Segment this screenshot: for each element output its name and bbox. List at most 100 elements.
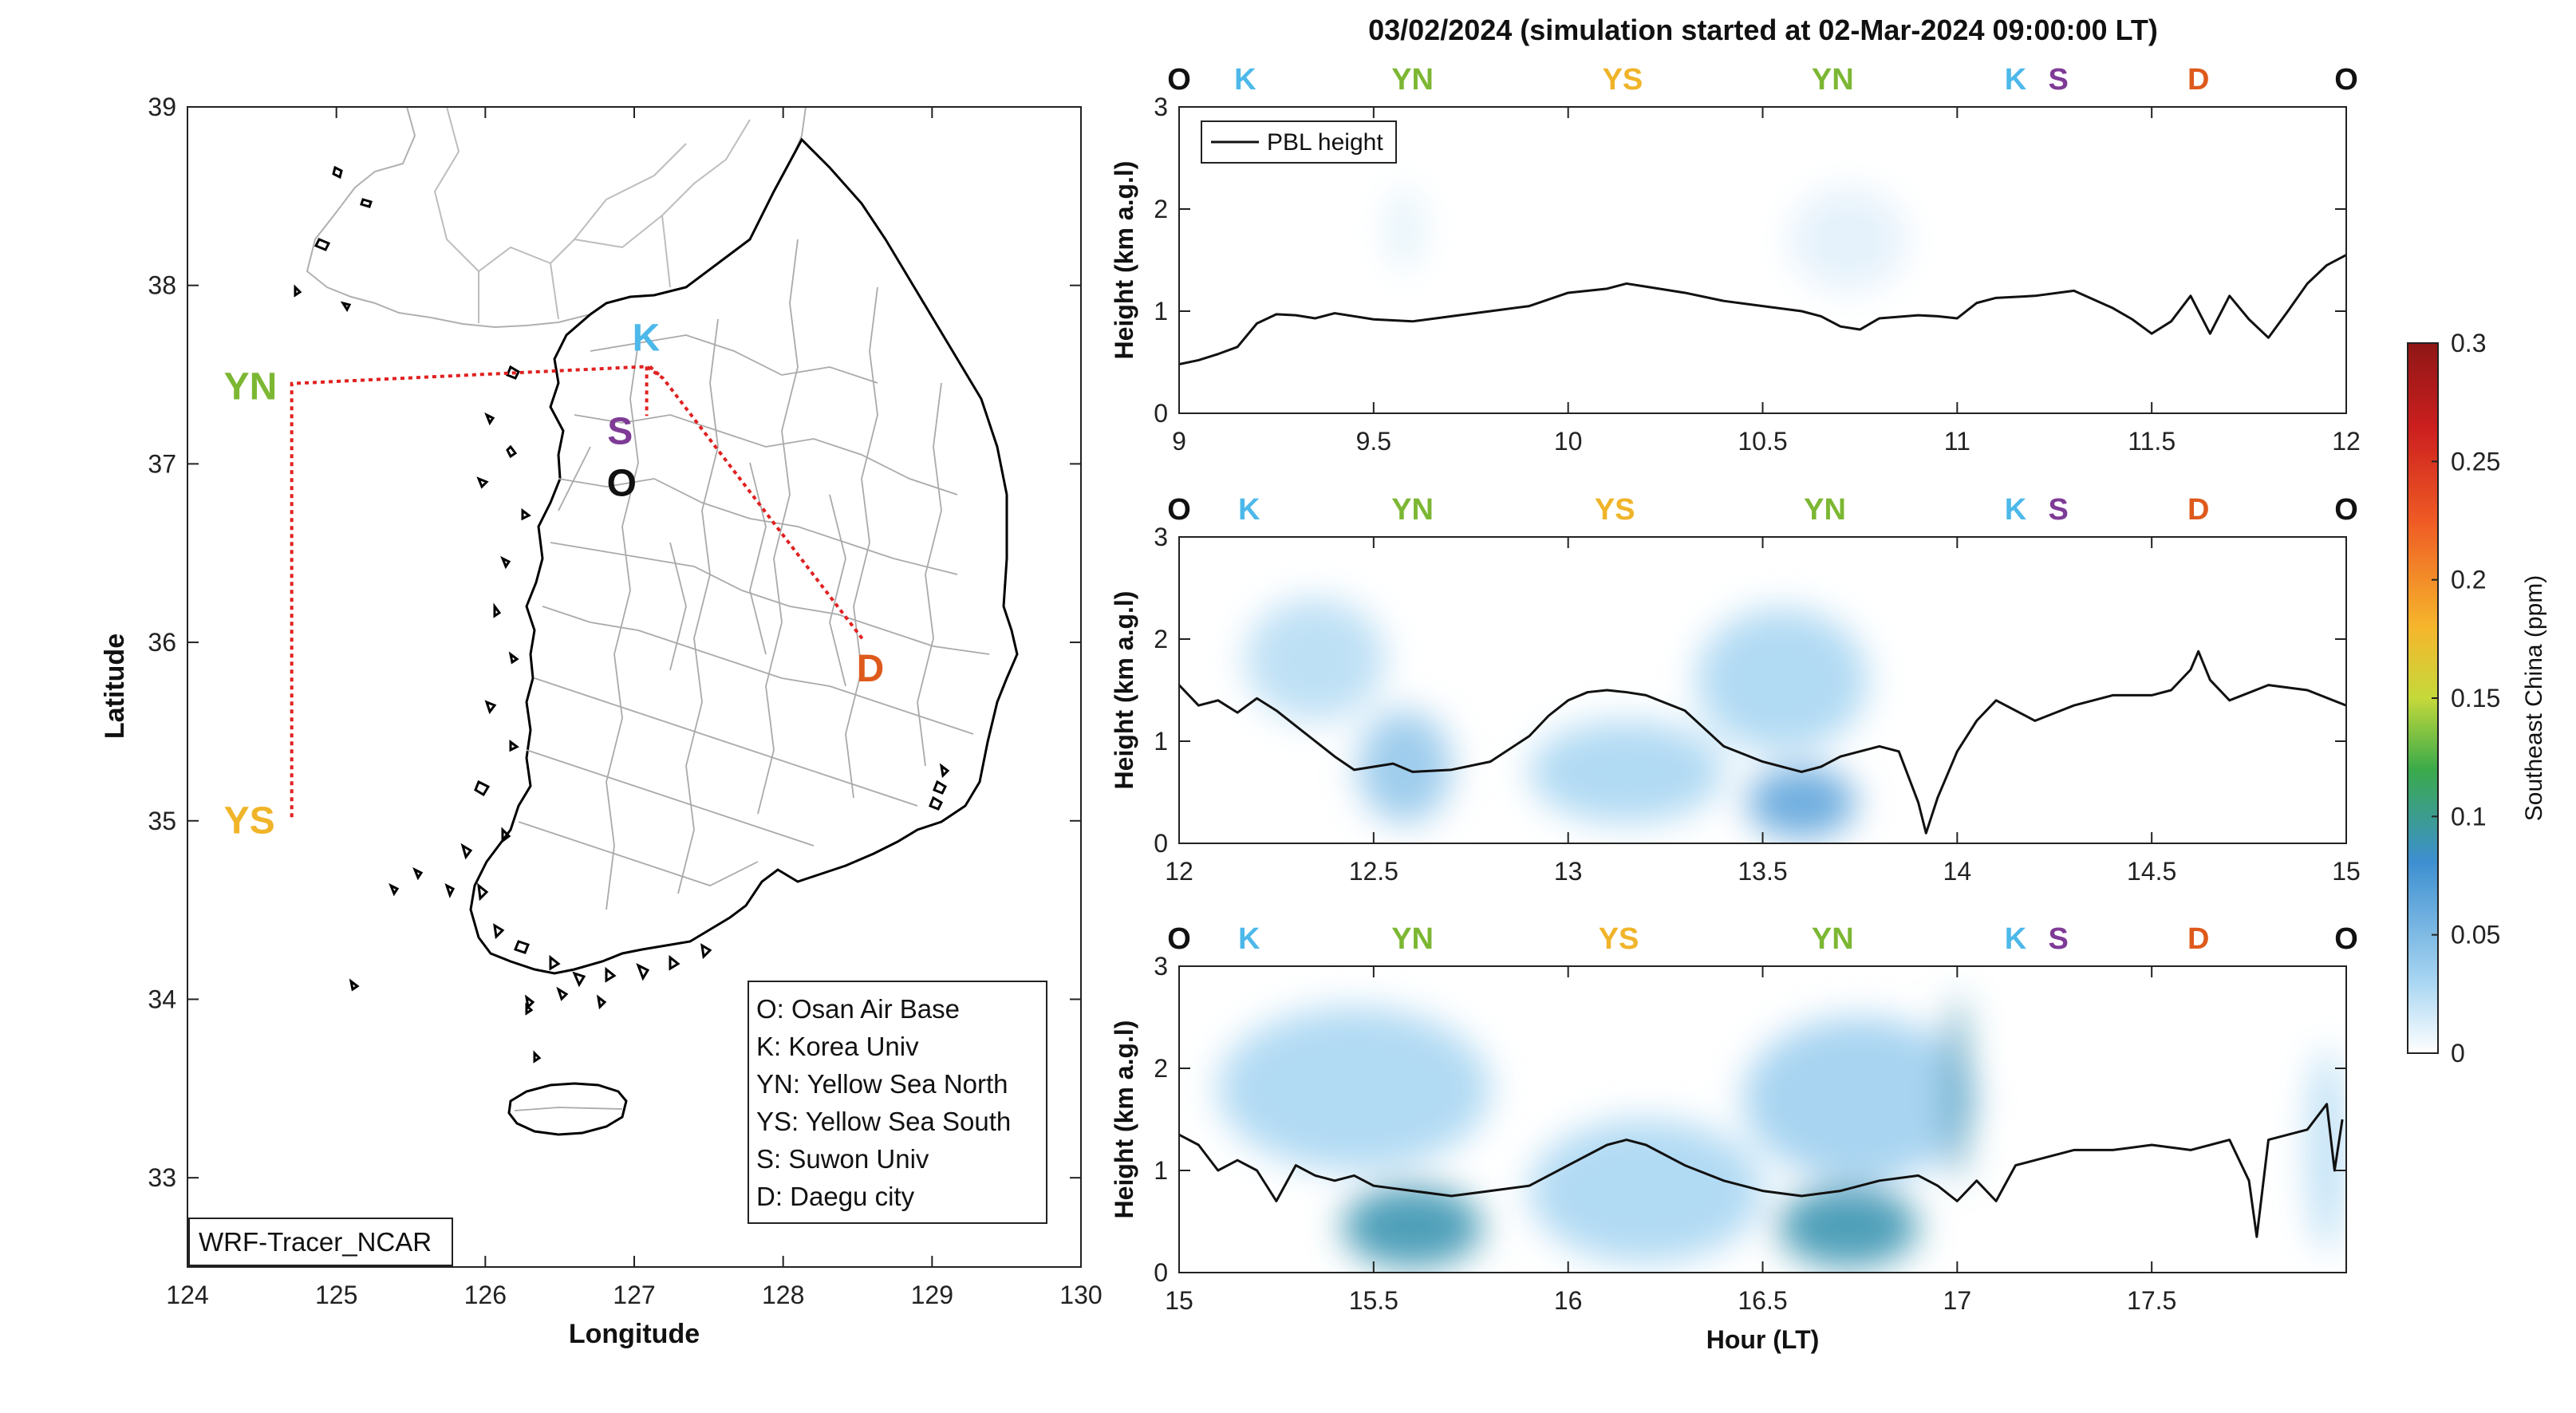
site-marker-K: K [1238, 922, 1260, 956]
xtick-label: 14.5 [2127, 857, 2176, 886]
site-label-YS: YS [224, 799, 275, 842]
xtick-label: 9 [1172, 427, 1186, 456]
tracer-plume [1789, 188, 1907, 291]
tracer-field [1179, 997, 2346, 1268]
site-markers: K SO YN YS D [224, 317, 885, 842]
map-xtick-label: 125 [315, 1281, 357, 1309]
panel-ylabel: Height (km a.g.l) [1110, 1020, 1138, 1219]
route-spur-2 [649, 365, 665, 380]
xtick-label: 9.5 [1356, 427, 1391, 456]
map-panel: K SO YN YS D 124 125 126 127 128 129 130 33 34 35 36 37… [100, 93, 1103, 1349]
site-marker-YS: YS [1595, 493, 1635, 527]
tracer-plume [1778, 1186, 1919, 1268]
site-label-S: S [607, 410, 633, 452]
site-marker-O: O [1167, 922, 1191, 956]
site-marker-O: O [2334, 922, 2358, 956]
xtick-label: 16 [1554, 1286, 1583, 1315]
xtick-label: 17 [1943, 1286, 1972, 1315]
xtick-label: 15 [1165, 1286, 1193, 1315]
legend-line-O: O: Osan Air Base [756, 994, 960, 1024]
xtick-label: 15 [2332, 857, 2361, 886]
xtick-label: 11.5 [2128, 427, 2176, 456]
site-marker-YN: YN [1812, 63, 1854, 97]
xtick-label: 10.5 [1738, 427, 1787, 456]
site-marker-YS: YS [1603, 63, 1643, 97]
tracer-plume [1217, 1007, 1491, 1170]
xtick-label: 12 [2332, 427, 2361, 456]
xtick-label: 12 [1165, 857, 1193, 886]
tracer-plume [1389, 188, 1421, 270]
tracer-plume [1743, 1017, 1977, 1181]
colorbar-tick-label: 0.05 [2451, 921, 2500, 949]
panel-ylabel: Height (km a.g.l) [1110, 161, 1138, 360]
site-marker-K: K [1238, 493, 1260, 527]
tracer-plume [1358, 710, 1452, 823]
site-marker-D: D [2187, 922, 2209, 956]
site-marker-O: O [2334, 63, 2358, 97]
ytick-label: 1 [1154, 297, 1168, 326]
site-marker-YN: YN [1812, 922, 1854, 956]
tracer-plume [1529, 720, 1724, 823]
xtick-label: 17.5 [2127, 1286, 2176, 1315]
tracer-plume [1342, 1186, 1483, 1268]
tracer-field [1179, 188, 2346, 366]
ytick-label: 3 [1154, 952, 1168, 981]
colorbar-tick-label: 0 [2451, 1039, 2465, 1068]
north-region-internal [433, 107, 751, 323]
site-marker-S: S [2048, 922, 2068, 956]
legend-line-S: S: Suwon Univ [756, 1144, 929, 1174]
xtick-label: 13 [1554, 857, 1583, 886]
map-xtick-label: 124 [166, 1281, 208, 1309]
colorbar-tick-label: 0.1 [2451, 802, 2486, 831]
tracer-plume [1947, 997, 1967, 1181]
map-ytick-label: 39 [148, 93, 176, 121]
pbl-legend: PBL height [1201, 120, 1397, 164]
site-marker-K: K [2005, 63, 2027, 97]
legend-line-K: K: Korea Univ [756, 1032, 919, 1061]
panel-3: 15 15.5 16 16.5 17 17.5 0 1 2 3 Height (km a.g.l) H… [1110, 922, 2358, 1354]
tracer-plume [1245, 598, 1386, 721]
site-marker-K: K [2005, 493, 2027, 527]
colorbar-tick-label: 0.15 [2451, 684, 2500, 712]
ytick-label: 3 [1154, 93, 1168, 121]
site-marker-D: D [2187, 63, 2209, 97]
pbl-height-line [1179, 649, 2346, 835]
legend-line-YN: YN: Yellow Sea North [756, 1069, 1008, 1099]
route-path [290, 365, 866, 818]
panel-xlabel: Hour (LT) [1706, 1325, 1820, 1354]
tracer-plume [1696, 608, 1868, 752]
site-label-D: D [857, 648, 885, 690]
model-stamp: WRF-Tracer_NCAR [188, 1218, 453, 1266]
map-legend: O: Osan Air Base K: Korea Univ YN: Yello… [748, 981, 1047, 1224]
colorbar-ticks: 0 0.05 0.1 0.15 0.2 0.25 0.3 [2432, 329, 2500, 1068]
colorbar-tick-label: 0.25 [2451, 447, 2500, 476]
site-marker-K: K [2005, 922, 2027, 956]
xtick-label: 16.5 [1738, 1286, 1787, 1315]
admin-borders [518, 239, 990, 910]
model-stamp-text: WRF-Tracer_NCAR [199, 1227, 432, 1257]
ytick-label: 2 [1154, 1054, 1168, 1083]
map-ytick-label: 33 [148, 1163, 176, 1192]
tracer-field-smoothed [1217, 997, 2346, 1268]
site-marker-D: D [2187, 493, 2209, 527]
xtick-label: 15.5 [1349, 1286, 1398, 1315]
pbl-height-line [1179, 254, 2346, 366]
site-marker-O: O [1167, 63, 1191, 97]
colorbar-label: Southeast China (ppm) [2521, 575, 2547, 822]
xtick-label: 12.5 [1349, 857, 1398, 886]
tracer-field-smoothed [1389, 188, 1907, 291]
legend-line-D: D: Daegu city [756, 1182, 915, 1211]
site-marker-YS: YS [1599, 922, 1639, 956]
site-marker-O: O [2334, 493, 2358, 527]
map-ticks: 124 125 126 127 128 129 130 33 34 35 36 37 38 39 [148, 93, 1102, 1309]
coastal-islands [294, 165, 950, 1064]
ytick-label: 1 [1154, 1156, 1168, 1185]
map-ytick-label: 37 [148, 449, 176, 478]
xtick-label: 14 [1943, 857, 1972, 886]
tracer-plume [2307, 1048, 2346, 1253]
map-xlabel: Longitude [569, 1319, 700, 1349]
